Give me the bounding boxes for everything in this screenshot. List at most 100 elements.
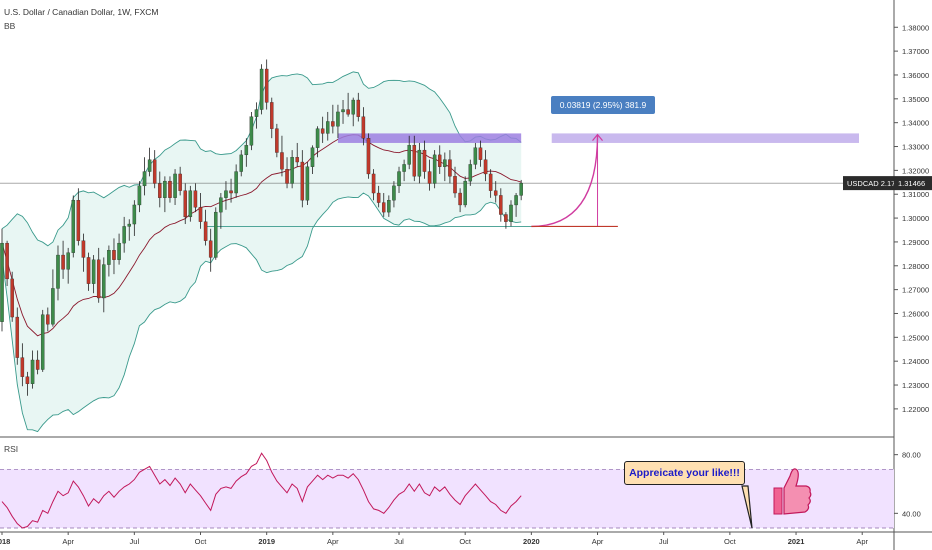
price-tick-label: 1.33000: [902, 143, 929, 152]
candle-body: [214, 211, 218, 258]
time-tick-label: Jul: [659, 537, 669, 546]
bb-indicator-label[interactable]: BB: [4, 21, 16, 31]
candle-body: [96, 259, 101, 299]
time-tick-label: Apr: [327, 537, 339, 546]
candle-body: [285, 169, 289, 184]
candle-body: [499, 195, 503, 215]
candle-body: [275, 128, 279, 153]
candle-body: [183, 190, 187, 218]
candle-body: [178, 173, 182, 191]
candle-body: [91, 259, 96, 284]
candle-body: [71, 200, 76, 253]
resistance-zone[interactable]: [0, 133, 894, 227]
price-tick-label: 1.29000: [902, 238, 929, 247]
candle-body: [488, 173, 493, 191]
resistance-zone-box: [337, 133, 522, 143]
price-tag: [894, 176, 932, 191]
measure-label[interactable]: 0.03819 (2.95%) 381.9: [551, 96, 655, 114]
rsi-band-fill: [0, 469, 894, 528]
price-tick-label: 1.26000: [902, 309, 929, 318]
candle-body: [142, 171, 147, 187]
candle-body: [320, 128, 325, 134]
candle-body: [137, 185, 142, 206]
time-tick-label: Jul: [394, 537, 404, 546]
measure-arrowhead: [592, 133, 603, 141]
price-tick-label: 1.22000: [902, 405, 929, 414]
candle-body: [422, 149, 427, 172]
candle-body: [361, 116, 366, 139]
candle-body: [336, 111, 340, 127]
candle-body: [254, 109, 259, 117]
projection-curve: [531, 134, 599, 228]
time-axis[interactable]: 2018 Apr Jul Oct 2019 Apr Jul Oct 2020 Apr Jul Oct 2…: [0, 532, 869, 546]
candle-body: [229, 190, 233, 194]
candle-body: [473, 147, 478, 165]
candle-body: [56, 254, 60, 289]
candle-body: [102, 264, 106, 299]
candle-body: [61, 254, 65, 270]
price-tick-label: 1.34000: [902, 119, 929, 128]
price-tick-label: 1.35000: [902, 95, 929, 104]
candlestick-series[interactable]: [0, 59, 523, 396]
candle-body: [35, 359, 40, 370]
thumbs-up-icon: [773, 468, 812, 515]
candle-body: [249, 116, 254, 146]
candle-body: [315, 128, 320, 148]
candle-body: [86, 257, 91, 284]
candle-body: [270, 102, 274, 129]
candle-body: [346, 109, 350, 115]
candle-body: [224, 190, 228, 198]
candle-body: [158, 183, 162, 198]
price-axis[interactable]: 1.38000 1.37000 1.36000 1.35000 1.34000 1.330…: [843, 23, 932, 518]
candle-body: [381, 202, 386, 213]
candle-body: [514, 195, 518, 206]
price-tick-label: 1.32000: [902, 166, 929, 175]
price-tick-label: 1.23000: [902, 381, 929, 390]
time-tick-label: Oct: [724, 537, 737, 546]
candle-body: [458, 192, 462, 206]
candle-body: [259, 68, 264, 110]
candle-body: [168, 180, 172, 198]
rsi-indicator-label[interactable]: RSI: [4, 444, 19, 454]
time-tick-label: 2021: [788, 537, 805, 546]
candle-body: [432, 154, 437, 184]
time-tick-label: Apr: [856, 537, 868, 546]
thumb-cuff: [773, 487, 783, 515]
projection-drawing[interactable]: [531, 133, 618, 228]
candle-body: [290, 157, 294, 184]
candle-body: [437, 154, 442, 167]
speech-bubble[interactable]: Appreicate your like!!!: [624, 461, 745, 485]
lower-band: [1, 192, 522, 433]
price-tick-label: 1.30000: [902, 214, 929, 223]
candle-body: [295, 157, 299, 163]
candle-body: [264, 68, 269, 103]
candle-body: [443, 159, 447, 167]
candle-body: [30, 359, 35, 384]
candle-body: [5, 242, 9, 280]
candle-body: [407, 145, 411, 165]
candle-body: [412, 145, 417, 177]
candle-body: [331, 121, 335, 127]
time-tick-label: 2018: [0, 537, 10, 546]
candle-body: [493, 190, 498, 196]
rsi-pane[interactable]: [0, 452, 894, 529]
candle-body: [208, 240, 213, 258]
price-tick-label: 1.28000: [902, 262, 929, 271]
candle-body: [10, 278, 14, 318]
candle-body: [188, 190, 193, 218]
candle-body: [51, 288, 55, 325]
candle-body: [147, 159, 152, 172]
rsi-tick-label: 80.00: [902, 451, 921, 460]
candle-body: [132, 204, 137, 225]
candle-body: [310, 147, 315, 167]
price-tick-label: 1.27000: [902, 286, 929, 295]
candle-body: [448, 159, 452, 177]
candle-body: [341, 109, 345, 113]
candle-body: [234, 171, 238, 194]
time-tick-label: Jul: [130, 537, 140, 546]
candle-body: [463, 180, 467, 206]
candle-body: [366, 138, 371, 175]
time-tick-label: 2020: [523, 537, 540, 546]
